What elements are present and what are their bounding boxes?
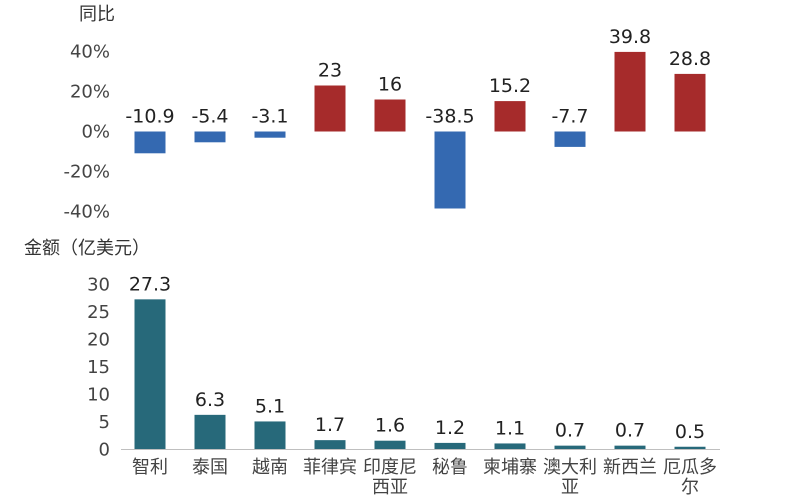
top-data-label: -3.1 [251,106,288,128]
bottom-bar [614,445,646,450]
bottom-data-label: 0.5 [675,421,705,443]
top-bar [614,51,646,132]
x-category-label: 越南 [252,457,288,478]
top-data-label: 16 [378,74,402,96]
top-data-label: -38.5 [425,106,474,128]
bottom-bar [554,445,586,450]
x-category-label: 厄瓜多尔 [663,457,717,498]
bottom-data-label: 0.7 [555,420,585,442]
x-category-label: 澳大利亚 [543,457,597,498]
x-category-label: 泰国 [192,457,228,478]
x-category-label: 印度尼西亚 [363,457,417,498]
bottom-data-label: 1.7 [315,414,345,436]
bottom-bar [434,442,466,450]
top-bar [254,131,286,138]
bottom-axis-title: 金额（亿美元） [24,238,150,259]
top-bar [554,131,586,147]
top-data-label: 28.8 [669,48,711,70]
top-y-tick-label: 40% [70,42,110,63]
top-axis-title: 同比 [79,4,115,25]
amount-panel: 金额（亿美元） 30 25 20 15 10 5 0 27.3 6.3 5.1 1.7 1.6 1.2… [24,238,720,498]
bottom-data-label: 5.1 [255,395,285,417]
top-bar [374,99,406,132]
top-data-label: 15.2 [489,75,531,97]
bottom-y-tick-label: 25 [87,302,110,323]
bottom-y-tick-label: 30 [87,275,110,296]
top-data-label: 39.8 [609,26,651,48]
top-bar [434,131,466,209]
x-category-label: 智利 [132,457,168,478]
top-bar [314,85,346,132]
bottom-bar [134,299,166,450]
bottom-y-tick-label: 20 [87,330,110,351]
bottom-bar [374,440,406,450]
bottom-bar [674,446,706,450]
bottom-bar [254,421,286,450]
top-bar [194,131,226,143]
x-category-label: 新西兰 [603,457,657,478]
top-bar [134,131,166,154]
x-category-label: 秘鲁 [432,457,468,478]
bottom-data-label: 1.2 [435,417,465,439]
bottom-bar [494,443,526,450]
bottom-data-label: 0.7 [615,420,645,442]
x-category-label: 菲律宾 [303,457,357,478]
top-y-tick-label: 0% [81,122,110,143]
bottom-data-label: 6.3 [195,389,225,411]
top-y-tick-label: -40% [63,202,110,223]
top-data-label: -7.7 [551,106,588,128]
bottom-y-tick-label: 10 [87,385,110,406]
top-y-tick-label: 20% [70,82,110,103]
top-bar [494,101,526,132]
bottom-y-tick-label: 15 [87,357,110,378]
top-data-label: -5.4 [191,106,228,128]
top-bar [674,73,706,132]
bottom-bar [314,440,346,450]
top-y-tick-label: -20% [63,162,110,183]
top-data-label: 23 [318,60,342,82]
top-data-label: -10.9 [125,106,174,128]
bottom-y-tick-label: 5 [99,412,110,433]
bottom-bar [194,414,226,450]
bottom-data-label: 1.6 [375,415,405,437]
bottom-y-tick-label: 0 [99,440,110,461]
bottom-data-label: 1.1 [495,417,525,439]
bottom-data-label: 27.3 [129,273,171,295]
yoy-growth-panel: 同比 40% 20% 0% -20% -40% -10.9 -5.4 -3.1 23 16 -38… [63,4,711,223]
x-category-label: 柬埔寨 [483,457,537,478]
